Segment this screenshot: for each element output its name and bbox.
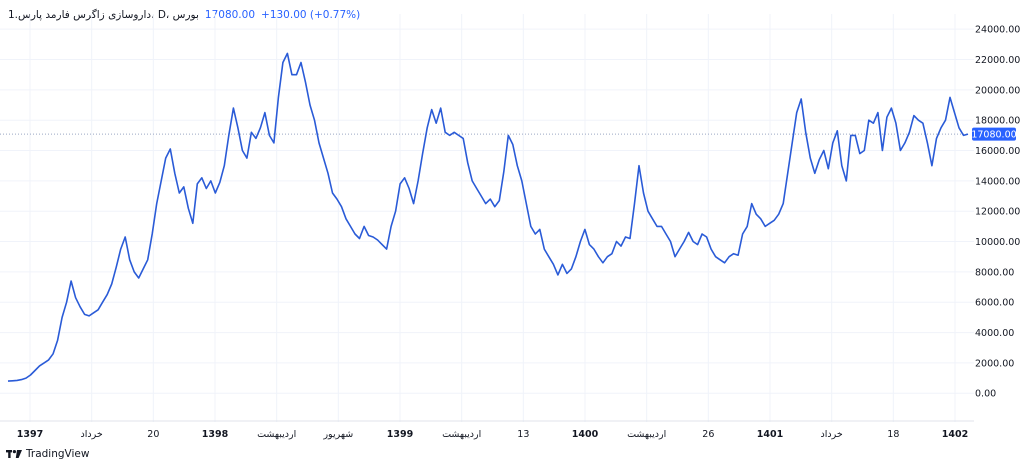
- x-tick-label: 18: [887, 429, 899, 440]
- y-tick-label: 24000.00: [975, 25, 1020, 36]
- y-tick-label: 8000.00: [975, 267, 1014, 278]
- brand-name: TradingView: [26, 448, 90, 460]
- last-price-badge: 17080.00: [971, 127, 1017, 141]
- y-tick-label: 4000.00: [975, 328, 1014, 339]
- tradingview-logo-icon: [6, 450, 22, 458]
- x-tick-label: 1398: [202, 429, 229, 440]
- x-tick-label: 1400: [572, 429, 599, 440]
- x-tick-label: 1397: [17, 429, 43, 440]
- y-tick-label: 16000.00: [975, 146, 1020, 157]
- brand-footer[interactable]: TradingView: [6, 448, 89, 460]
- x-tick-label: 20: [147, 429, 159, 440]
- y-tick-label: 0.00: [975, 389, 996, 400]
- y-tick-label: 10000.00: [975, 237, 1020, 248]
- last-price-label: 17080.00: [971, 130, 1016, 141]
- x-tick-label: 1399: [387, 429, 413, 440]
- y-tick-label: 12000.00: [975, 207, 1020, 218]
- x-tick-label: اردیبهشت: [627, 429, 666, 440]
- price-change: +130.00 (+0.77%): [261, 9, 361, 21]
- price-series-line: [7, 52, 969, 382]
- x-tick-label: اردیبهشت: [257, 429, 296, 440]
- y-tick-label: 22000.00: [975, 55, 1020, 66]
- x-axis[interactable]: 1397 خرداد 20 1398 اردیبهشت شهریور 1399 اردیبهش…: [0, 420, 974, 440]
- x-tick-label: 1401: [757, 429, 783, 440]
- x-tick-label: 26: [702, 429, 714, 440]
- series-layer: [0, 52, 969, 382]
- symbol-name[interactable]: 1.داروسازی زاگرس فارمد پارس، D، بورس: [8, 9, 199, 21]
- y-tick-label: 2000.00: [975, 358, 1014, 369]
- y-tick-label: 6000.00: [975, 298, 1014, 309]
- y-tick-label: 14000.00: [975, 176, 1020, 187]
- x-tick-label: خرداد: [81, 429, 103, 440]
- grid: [0, 14, 974, 422]
- x-tick-label: 13: [517, 429, 529, 440]
- x-tick-label: 1402: [942, 429, 968, 440]
- chart-header: 1.داروسازی زاگرس فارمد پارس، D، بورس 170…: [8, 9, 360, 21]
- x-tick-label: شهریور: [322, 429, 353, 440]
- x-tick-label: اردیبهشت: [442, 429, 481, 440]
- y-axis[interactable]: 0.00 2000.00 4000.00 6000.00 8000.00 10000.00…: [971, 25, 1020, 400]
- last-value: 17080.00: [204, 9, 256, 21]
- x-tick-label: خرداد: [821, 429, 843, 440]
- y-tick-label: 18000.00: [975, 116, 1020, 127]
- y-tick-label: 20000.00: [975, 85, 1020, 96]
